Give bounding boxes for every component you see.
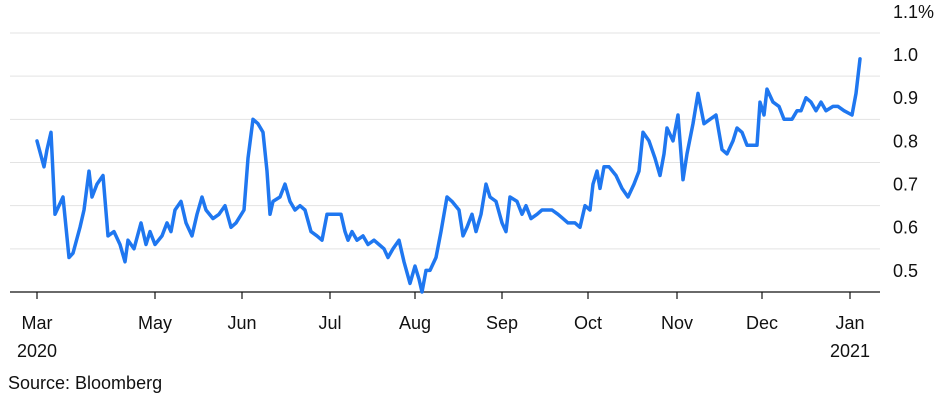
x-tick-label: Jul <box>318 313 341 333</box>
x-tick-label: Dec <box>746 313 778 333</box>
x-tick-label: Aug <box>399 313 431 333</box>
data-line <box>35 57 862 294</box>
x-tick-label: Jan <box>835 313 864 333</box>
y-tick-label: 0.8 <box>893 131 918 151</box>
x-tick-label: Sep <box>486 313 518 333</box>
x-tick-year: 2020 <box>17 341 57 361</box>
y-tick-label: 1.0 <box>893 45 918 65</box>
source-note: Source: Bloomberg <box>8 373 162 393</box>
x-tick-year: 2021 <box>830 341 870 361</box>
x-tick-label: Jun <box>227 313 256 333</box>
x-tick-label: Nov <box>661 313 693 333</box>
y-tick-label: 0.6 <box>893 218 918 238</box>
y-tick-label: 0.7 <box>893 174 918 194</box>
x-tick-label: Mar <box>22 313 53 333</box>
y-tick-label: 0.9 <box>893 88 918 108</box>
y-tick-label: 1.1% <box>893 2 934 22</box>
x-tick-label: Oct <box>574 313 602 333</box>
y-tick-label: 0.5 <box>893 261 918 281</box>
x-tick-label: May <box>138 313 172 333</box>
